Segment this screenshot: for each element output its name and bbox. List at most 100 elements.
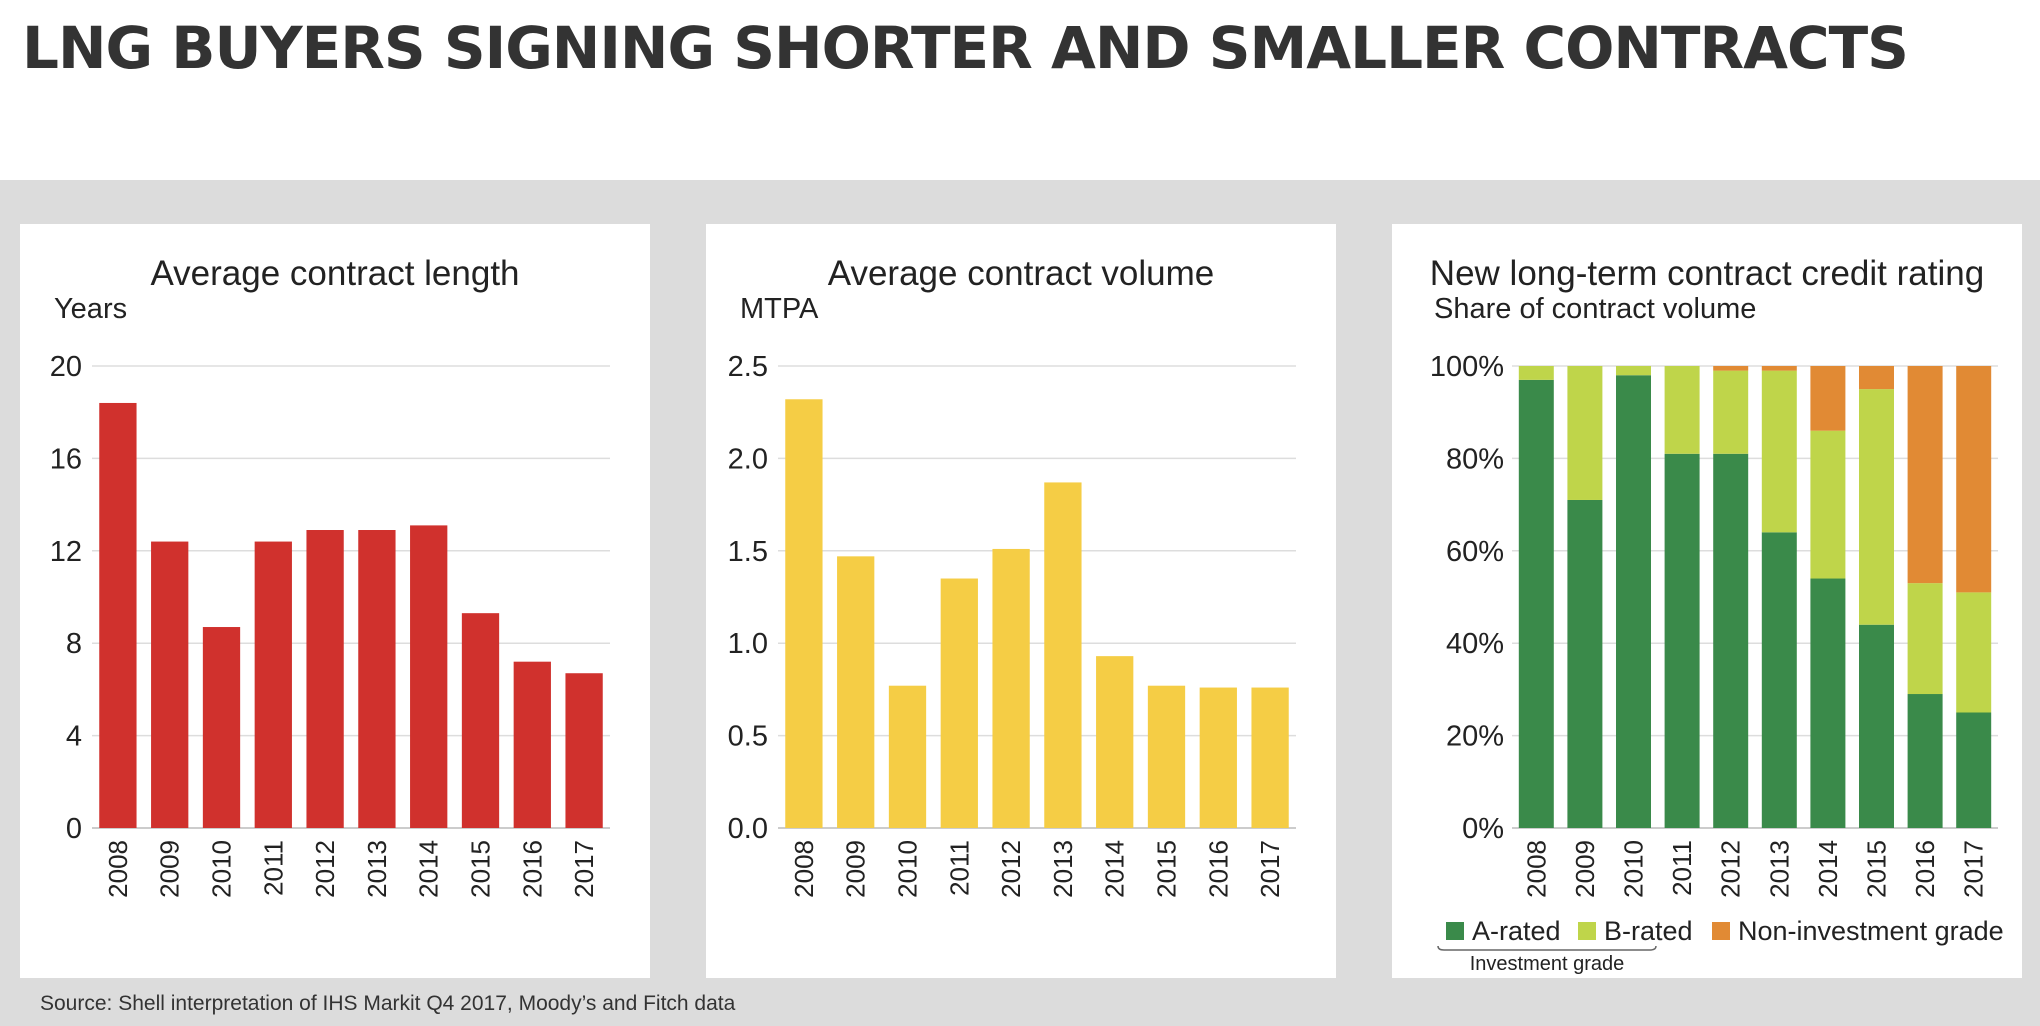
bar [992, 548, 1030, 828]
x-tick-label: 2017 [1959, 840, 1989, 898]
x-tick-label: 2012 [310, 840, 340, 898]
y-tick-label: 80% [1446, 443, 1504, 475]
chart-panel-contract-volume: Average contract volume MTPA 0.0 0.5 1.0 1.5 2… [706, 224, 1336, 978]
x-tick-label: 2008 [1521, 840, 1551, 898]
y-tick-label: 0.0 [728, 813, 768, 845]
x-tick-label: 2011 [944, 840, 974, 896]
y-tick-label: 0% [1462, 813, 1504, 845]
bar-segment [1713, 453, 1749, 828]
bar-segment [1761, 532, 1797, 828]
bar-segment [1810, 578, 1846, 828]
x-tick-label: 2014 [1813, 840, 1843, 898]
bar [785, 399, 823, 828]
y-axis-label: Share of contract volume [1434, 293, 1756, 325]
bar [254, 541, 292, 828]
bar-segment [1761, 366, 1797, 371]
x-tick-label: 2016 [517, 840, 547, 898]
contract-volume-chart: Average contract volume MTPA 0.0 0.5 1.0 1.5 2… [728, 254, 1296, 898]
bar [1044, 482, 1082, 828]
bar-segment [1956, 592, 1992, 713]
bar-segment [1907, 694, 1943, 828]
x-tick-label: 2012 [1716, 840, 1746, 898]
bar-segment [1761, 370, 1797, 533]
y-axis-label: Years [54, 293, 127, 325]
y-tick-label: 0.5 [728, 721, 768, 753]
credit-rating-chart: New long-term contract credit ratingShar… [1430, 254, 2004, 975]
y-tick-label: 16 [50, 443, 82, 475]
y-tick-label: 8 [66, 628, 82, 660]
x-tick-label: 2014 [414, 840, 444, 898]
x-tick-label: 2015 [1862, 840, 1892, 898]
y-tick-label: 1.5 [728, 536, 768, 568]
chart-title: Average contract length [150, 254, 519, 293]
y-tick-label: 100% [1430, 351, 1504, 383]
bar-segment [1859, 624, 1894, 828]
bar-segment [1907, 366, 1943, 584]
bar [461, 613, 500, 828]
y-tick-label: 12 [50, 536, 82, 568]
bar-segment [1859, 389, 1894, 625]
chart-panel-credit-rating: New long-term contract credit rating Shar… [1392, 224, 2022, 978]
y-tick-label: 2.5 [728, 351, 768, 383]
x-tick-label: 2009 [1570, 840, 1600, 898]
bar-segment [1616, 375, 1651, 828]
x-tick-label: 2009 [155, 840, 185, 898]
x-tick-label: 2014 [1100, 840, 1130, 898]
legend-group-label: Investment grade [1470, 953, 1625, 975]
bar-segment [1810, 430, 1846, 579]
x-tick-label: 2010 [1619, 840, 1649, 898]
y-axis-label: MTPA [740, 293, 819, 325]
bar [1199, 687, 1237, 828]
x-tick-label: 2011 [1667, 840, 1697, 896]
bar-segment [1664, 366, 1700, 454]
bar-segment [1859, 366, 1894, 390]
bar-segment [1567, 366, 1603, 500]
bar-segment [1956, 712, 1992, 828]
bar-segment [1956, 366, 1992, 593]
bar [1096, 656, 1134, 828]
x-tick-label: 2015 [466, 840, 496, 898]
legend-swatch [1712, 922, 1730, 940]
bar [837, 556, 875, 828]
y-tick-label: 20 [50, 351, 82, 383]
x-tick-label: 2013 [1764, 840, 1794, 898]
bar [888, 685, 927, 828]
bar-segment [1518, 366, 1554, 380]
y-tick-label: 60% [1446, 536, 1504, 568]
bar [513, 661, 551, 828]
x-tick-label: 2009 [841, 840, 871, 898]
legend-label: B-rated [1604, 916, 1693, 946]
chart-title: Average contract volume [828, 254, 1215, 293]
chart-panel-contract-length: Average contract length Years 0 4 8 12 16 20 200… [20, 224, 650, 978]
y-tick-label: 4 [66, 721, 82, 753]
legend-bracket [1437, 945, 1657, 951]
bar [410, 525, 448, 828]
page-title: LNG BUYERS SIGNING SHORTER AND SMALLER C… [22, 14, 1909, 82]
x-tick-label: 2017 [1255, 840, 1285, 898]
x-tick-label: 2016 [1910, 840, 1940, 898]
bar [306, 530, 344, 828]
x-tick-label: 2011 [258, 840, 288, 896]
bar-segment [1567, 499, 1603, 828]
contract-length-chart: Average contract length Years 0 4 8 12 16 20 200… [50, 254, 610, 898]
x-tick-label: 2015 [1152, 840, 1182, 898]
bar [1147, 685, 1186, 828]
bar-segment [1713, 366, 1749, 371]
x-tick-label: 2013 [362, 840, 392, 898]
x-tick-label: 2008 [103, 840, 133, 898]
bar-segment [1664, 453, 1700, 828]
y-tick-label: 0 [66, 813, 82, 845]
y-tick-label: 2.0 [728, 443, 768, 475]
x-tick-label: 2010 [207, 840, 237, 898]
legend-label: Non-investment grade [1738, 916, 2004, 946]
bar-segment [1907, 583, 1943, 695]
x-tick-label: 2012 [996, 840, 1026, 898]
y-tick-label: 1.0 [728, 628, 768, 660]
bar-segment [1810, 366, 1846, 431]
bar-segment [1713, 370, 1749, 454]
bar [202, 627, 241, 828]
x-tick-label: 2016 [1203, 840, 1233, 898]
bar [565, 673, 603, 828]
legend-label: A-rated [1472, 916, 1561, 946]
bar [940, 578, 978, 828]
